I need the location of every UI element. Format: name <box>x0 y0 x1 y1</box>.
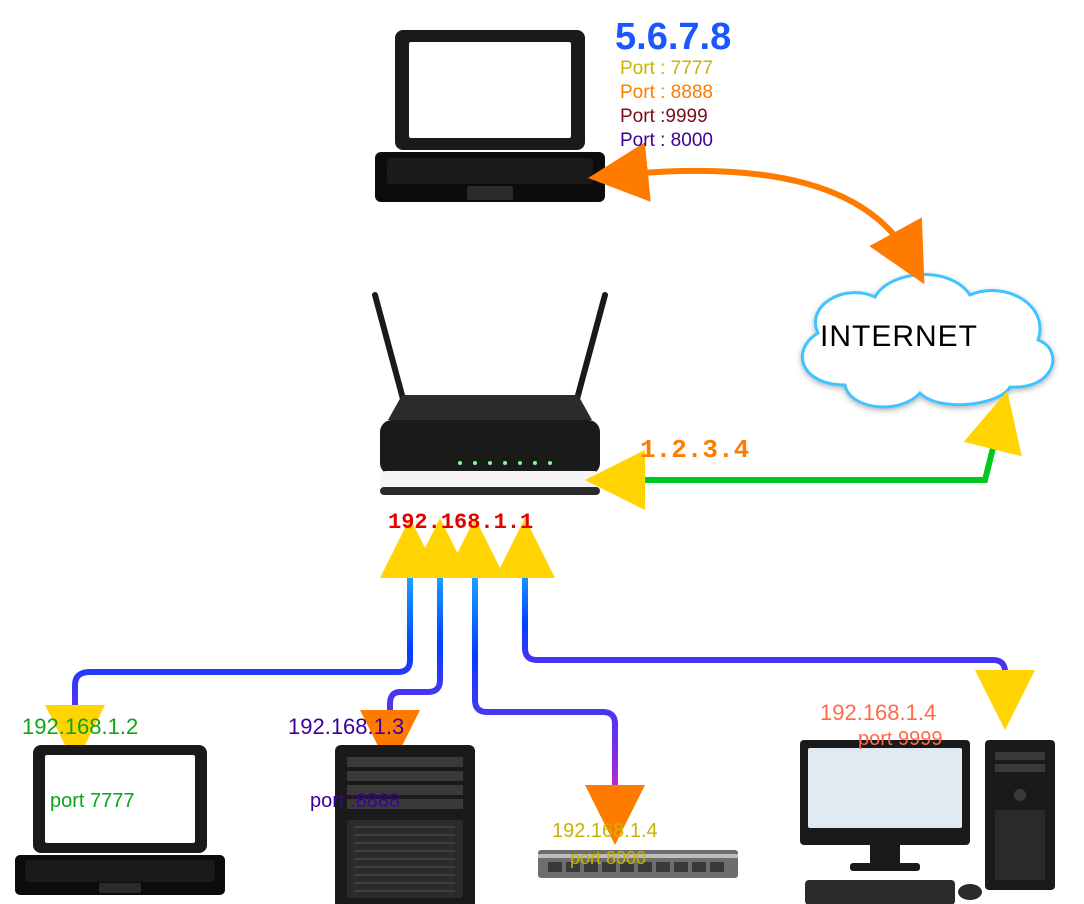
lan-desktop-port: port 9999 <box>858 728 943 751</box>
remote-port-2: Port : 8888 <box>620 82 713 104</box>
remote-port-3: Port :9999 <box>620 106 708 128</box>
arrow-lan-desktop <box>525 548 1005 700</box>
remote-laptop-icon <box>375 30 605 202</box>
wan-ip-label: 1.2.3.4 <box>640 435 749 465</box>
remote-port-1: Port : 7777 <box>620 58 713 80</box>
router-lan-ip-label: 192.168.1.1 <box>388 510 533 535</box>
diagram-svg <box>0 0 1084 904</box>
lan-laptop-icon <box>15 745 225 895</box>
arrow-lan-server <box>390 548 440 740</box>
internet-label: INTERNET <box>820 320 978 354</box>
remote-ip-label: 5.6.7.8 <box>615 16 731 59</box>
lan-desktop-icon <box>800 740 1055 904</box>
router-icon <box>375 295 605 495</box>
remote-port-4: Port : 8000 <box>620 130 713 152</box>
arrow-lan-dvr <box>475 548 615 815</box>
lan-laptop-port: port 7777 <box>50 790 135 813</box>
lan-server-ip: 192.168.1.3 <box>288 714 404 740</box>
lan-server-port: port :8888 <box>310 790 400 813</box>
lan-dvr-port: port 8000 <box>570 848 646 869</box>
arrow-laptop-internet <box>618 171 910 258</box>
arrow-lan-laptop <box>75 548 410 735</box>
lan-laptop-ip: 192.168.1.2 <box>22 714 138 740</box>
lan-dvr-ip: 192.168.1.4 <box>552 820 658 843</box>
lan-desktop-ip: 192.168.1.4 <box>820 700 936 726</box>
lan-server-icon <box>327 745 483 904</box>
